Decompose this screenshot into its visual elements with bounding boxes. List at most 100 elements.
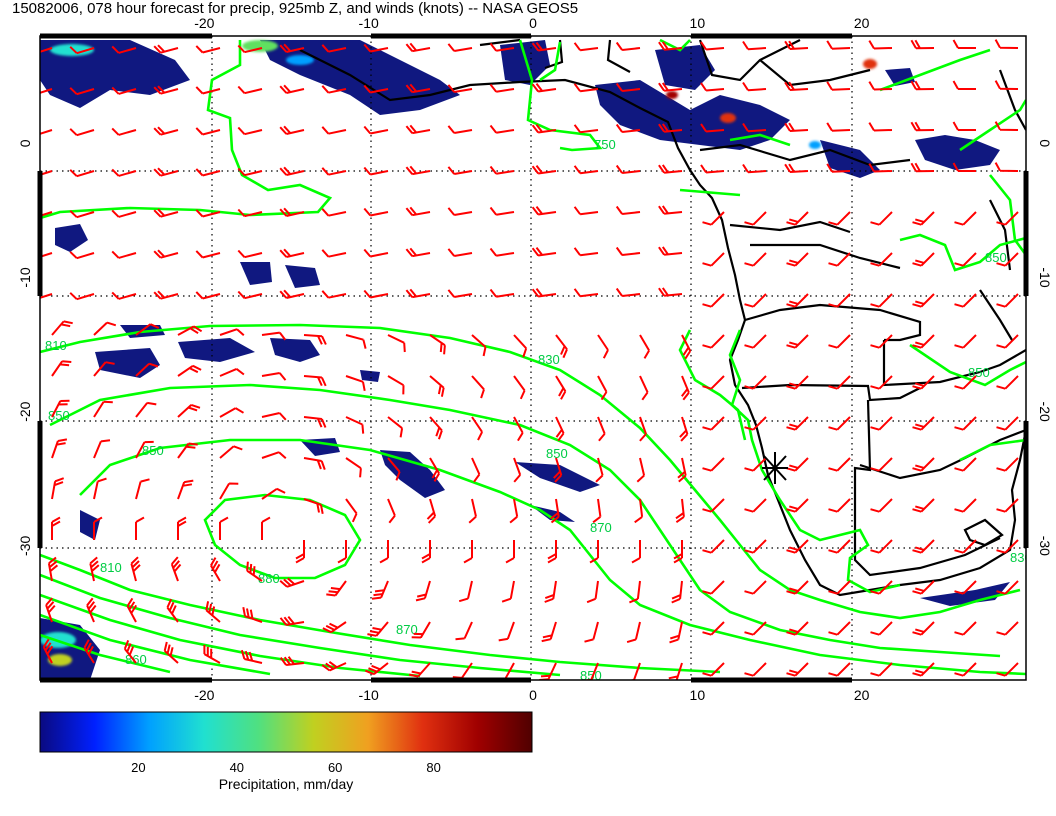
wind-barb: [447, 43, 473, 52]
wind-barb: [177, 442, 198, 459]
wind-barb: [279, 166, 305, 176]
wind-barb: [153, 208, 179, 218]
wind-barb: [786, 293, 809, 308]
wind-barb: [345, 498, 358, 523]
wind-barb: [786, 375, 809, 390]
wind-barb: [786, 211, 809, 226]
wind-barb: [744, 621, 767, 636]
wind-barb: [69, 169, 95, 178]
wind-barb: [219, 516, 229, 540]
wind-barb: [279, 84, 305, 94]
wind-barb: [786, 416, 809, 431]
geopotential-contours: [40, 38, 1026, 678]
wind-barb: [279, 615, 305, 626]
wind-barb: [702, 375, 725, 390]
wind-barb: [261, 487, 286, 500]
wind-barb: [744, 498, 767, 513]
frame-ticks: [37, 33, 1029, 683]
wind-barb: [279, 207, 305, 217]
wind-barb: [702, 293, 725, 308]
wind-barb: [153, 290, 179, 300]
wind-barb: [744, 662, 767, 677]
wind-barb: [489, 288, 515, 298]
wind-barb: [868, 122, 893, 132]
wind-barb: [954, 662, 977, 677]
wind-barb: [458, 580, 473, 603]
wind-barb: [742, 40, 767, 51]
wind-barb: [954, 252, 977, 267]
wind-barb: [421, 540, 431, 564]
wind-barb: [489, 83, 515, 93]
wind-barb: [870, 621, 893, 636]
wind-barb: [303, 498, 324, 514]
wind-barb: [471, 334, 487, 357]
wind-barb: [573, 124, 599, 134]
contour-label: 870: [590, 520, 612, 535]
wind-barb: [463, 540, 473, 564]
wind-barb: [51, 360, 72, 377]
wind-barb: [468, 498, 477, 524]
wind-barb: [367, 621, 389, 637]
wind-barb: [586, 580, 599, 604]
wind-barb: [135, 362, 159, 377]
wind-barb: [870, 375, 893, 390]
wind-barb: [415, 580, 431, 602]
wind-barb: [321, 290, 347, 299]
wind-barb: [828, 211, 851, 226]
wind-barb: [996, 580, 1019, 595]
wind-barb: [531, 82, 557, 93]
wind-barb: [237, 249, 263, 259]
wind-barb: [679, 416, 689, 442]
wind-barb: [912, 211, 935, 226]
wind-barb: [177, 364, 202, 377]
wind-barb: [550, 498, 560, 524]
wind-barb: [195, 168, 221, 177]
wind-barb: [786, 539, 809, 554]
wind-barb: [295, 540, 305, 564]
wind-barb: [555, 334, 568, 359]
wind-barb: [675, 498, 685, 524]
lat-tick-label-left: -30: [17, 536, 33, 556]
wind-barb: [828, 416, 851, 431]
wind-barb: [628, 662, 641, 680]
wind-barb: [828, 457, 851, 472]
wind-barb: [615, 123, 641, 133]
wind-barb: [489, 165, 515, 175]
wind-barb: [658, 205, 683, 215]
wind-barb: [321, 167, 347, 176]
wind-barb: [700, 164, 725, 174]
wind-barb: [426, 498, 437, 524]
wind-barb: [996, 457, 1019, 472]
wind-barb: [321, 85, 347, 94]
wind-barb: [93, 400, 113, 418]
wind-barb: [531, 41, 557, 52]
wind-barb: [870, 416, 893, 431]
wind-barb: [636, 457, 646, 483]
wind-barb: [93, 361, 115, 377]
lon-tick-label-bottom: 0: [529, 687, 537, 703]
wind-barb: [786, 498, 809, 513]
wind-barb: [868, 163, 893, 173]
wind-barb: [69, 251, 95, 260]
wind-barb: [954, 498, 977, 513]
wind-barb: [870, 293, 893, 308]
wind-barb: [826, 122, 851, 132]
wind-barb: [195, 250, 221, 259]
lat-tick-label-left: -20: [17, 401, 33, 421]
contour-label: 850: [580, 668, 602, 683]
wind-barb: [279, 248, 305, 258]
wind-barb: [994, 162, 1019, 172]
wind-barb: [279, 43, 305, 53]
wind-barb: [363, 84, 389, 94]
wind-barb: [954, 211, 977, 226]
wind-barb: [786, 334, 809, 349]
contour-label: 870: [396, 622, 418, 637]
wind-barb: [513, 375, 526, 400]
wind-barb: [111, 45, 137, 54]
wind-barb: [996, 293, 1019, 308]
wind-barb: [93, 477, 107, 500]
wind-barb: [83, 639, 95, 664]
wind-barb: [954, 580, 977, 595]
wind-barb: [531, 287, 557, 298]
wind-barb: [700, 41, 725, 51]
